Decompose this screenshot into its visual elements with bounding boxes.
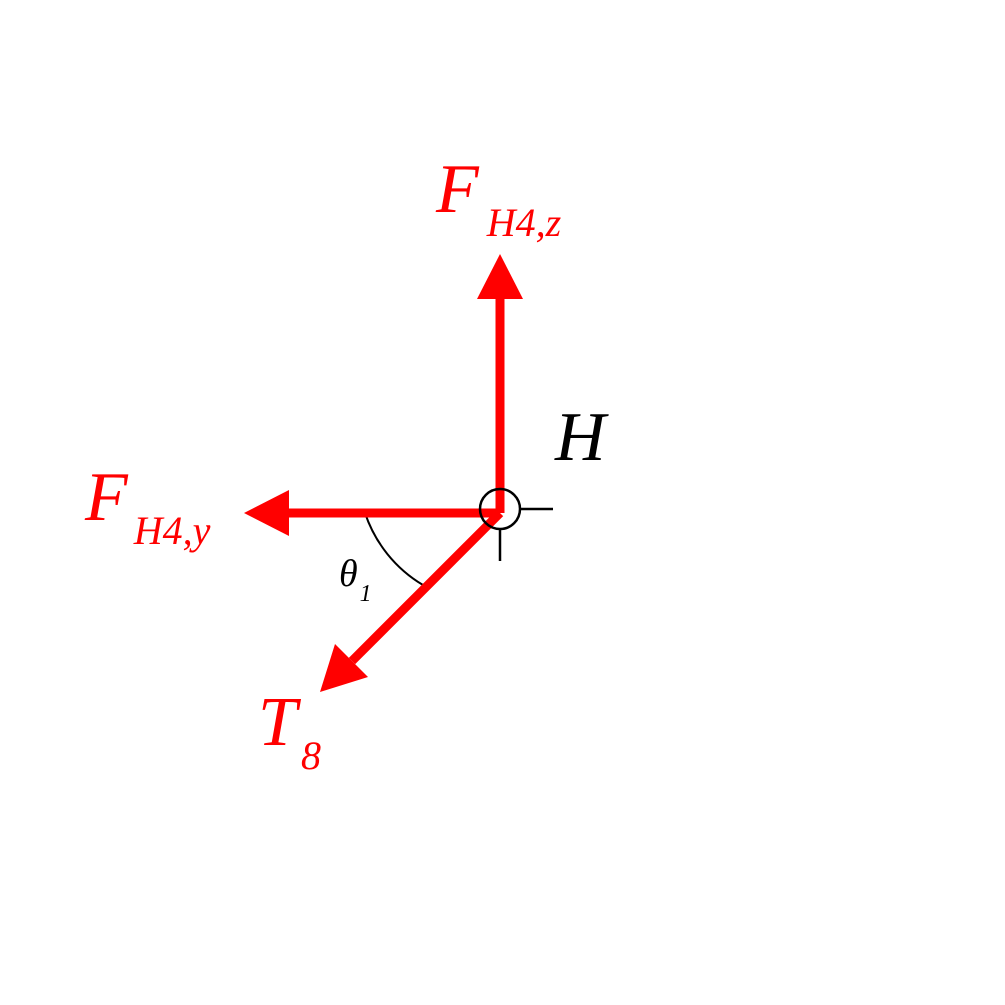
angle-label: θ1 xyxy=(339,553,372,607)
force-label-horizontal: F H4,y xyxy=(84,459,211,553)
force-subscript-horizontal: H4,y xyxy=(133,508,211,553)
angle-symbol: θ xyxy=(339,553,358,595)
force-subscript-vertical: H4,z xyxy=(486,200,562,245)
force-symbol-tension: T xyxy=(258,684,302,761)
force-arrow-horizontal xyxy=(244,490,500,536)
force-arrow-tension xyxy=(320,509,504,692)
angle-subscript: 1 xyxy=(360,581,372,607)
pivot-point xyxy=(478,487,553,561)
force-symbol-vertical: F xyxy=(435,151,480,228)
force-arrow-vertical xyxy=(477,254,523,513)
force-symbol-horizontal: F xyxy=(84,459,129,536)
force-label-vertical: F H4,z xyxy=(435,151,562,245)
angle-arc xyxy=(364,512,424,586)
force-subscript-tension: 8 xyxy=(301,733,321,778)
point-label: H xyxy=(554,399,609,476)
